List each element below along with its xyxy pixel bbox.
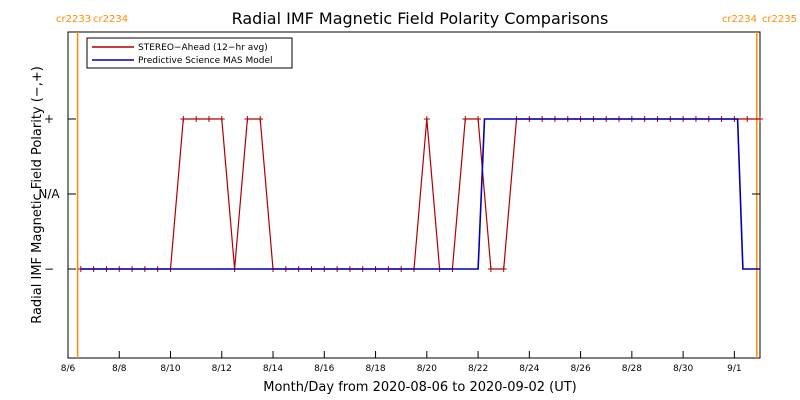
series-line-0 <box>80 118 760 270</box>
x-tick-label-8: 8/22 <box>468 364 488 374</box>
x-tick-label-13: 9/1 <box>727 364 741 374</box>
x-tick-label-1: 8/8 <box>112 364 127 374</box>
cr-marker-1-right-label: cr2234 <box>93 14 128 25</box>
y-tick-label-1: N/A <box>38 187 60 201</box>
series-line-1 <box>80 118 760 270</box>
x-tick-label-11: 8/28 <box>622 364 642 374</box>
x-tick-label-5: 8/16 <box>314 364 334 374</box>
y-axis: − N/A + <box>38 112 760 276</box>
chart-title: Radial IMF Magnetic Field Polarity Compa… <box>232 9 609 28</box>
series-0-point-32 <box>487 266 494 272</box>
series-0-point-31 <box>475 116 482 122</box>
series-0-point-30 <box>462 116 469 122</box>
series-0-point-52 <box>744 116 751 122</box>
x-tick-label-9: 8/24 <box>519 364 539 374</box>
y-tick-label-2: + <box>44 112 54 126</box>
cr-marker-2-left-label: cr2234 <box>722 14 757 25</box>
legend: STEREO−Ahead (12−hr avg) Predictive Scie… <box>86 37 293 69</box>
cr-marker-2-right-label: cr2235 <box>762 14 797 25</box>
legend-label-stereo: STEREO−Ahead (12−hr avg) <box>138 43 268 53</box>
x-tick-label-6: 8/18 <box>365 364 385 374</box>
x-tick-label-12: 8/30 <box>673 364 693 374</box>
carrington-markers <box>76 32 758 358</box>
x-tick-label-7: 8/20 <box>417 364 437 374</box>
series-layer <box>77 116 763 272</box>
x-tick-label-4: 8/14 <box>263 364 283 374</box>
series-0-point-11 <box>218 116 225 122</box>
series-0-point-13 <box>244 116 251 122</box>
series-0-point-27 <box>423 116 430 122</box>
legend-label-mas: Predictive Science MAS Model <box>138 56 273 66</box>
x-axis-label: Month/Day from 2020-08-06 to 2020-09-02 … <box>263 380 576 395</box>
series-0-point-9 <box>193 116 200 122</box>
series-0-point-14 <box>257 116 264 122</box>
cr-marker-1-left-label: cr2233 <box>56 14 91 25</box>
legend-box <box>86 37 293 69</box>
x-tick-label-3: 8/12 <box>212 364 232 374</box>
x-tick-label-10: 8/26 <box>570 364 590 374</box>
x-axis: 8/6 8/8 8/10 8/12 8/14 8/16 8/18 8/20 8/22 8/24 8/… <box>61 351 742 374</box>
series-0-point-8 <box>180 116 187 122</box>
plot-frame <box>67 31 761 359</box>
y-axis-label: Radial IMF Magnetic Field Polarity (−,+) <box>30 66 45 324</box>
x-tick-label-0: 8/6 <box>61 364 76 374</box>
y-tick-label-0: − <box>44 262 54 276</box>
series-0-point-10 <box>205 116 212 122</box>
series-0-point-53 <box>757 116 763 122</box>
series-0-point-33 <box>500 266 507 272</box>
x-tick-label-2: 8/10 <box>160 364 180 374</box>
